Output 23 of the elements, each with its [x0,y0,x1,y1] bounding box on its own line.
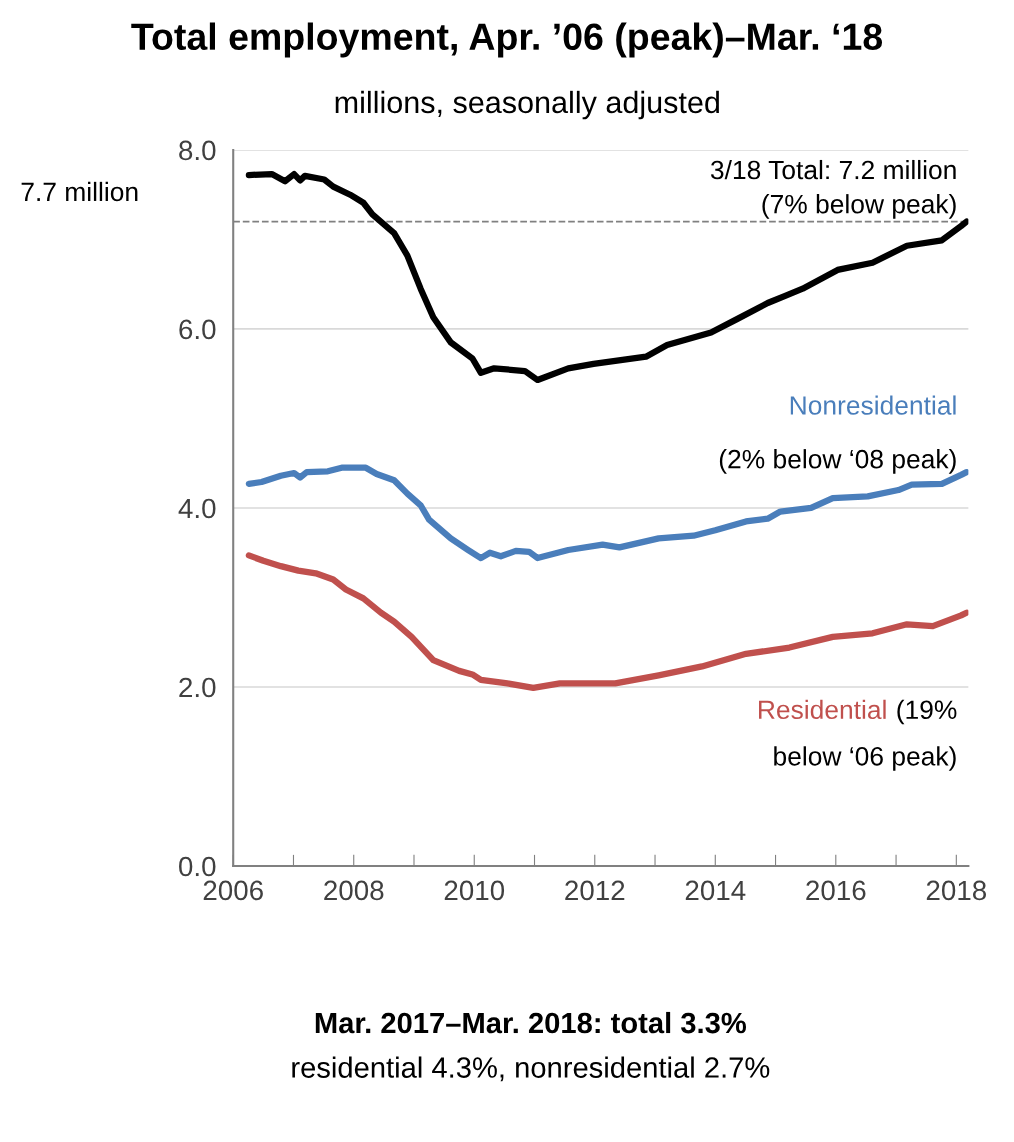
y-tick-label: 4.0 [178,498,216,519]
chart-subtitle: millions, seasonally adjusted [335,90,719,120]
x-tick-label: 2010 [444,880,505,901]
y-tick-label: 8.0 [179,140,216,161]
text: Mar. 2017–Mar. 2018: total 3.3% [315,1011,747,1034]
text: 7.7 million [21,181,138,202]
y-tick-label: 2.0 [179,677,216,698]
chart-title: Total employment, Apr. ’06 (peak)–Mar. ‘18 [131,22,883,58]
y-tick-label: 6.0 [179,319,216,340]
x-tick-label: 2016 [806,880,866,901]
annotation: (19% [897,699,957,725]
x-tick-label: 2018 [926,880,987,901]
annotation: (2% below ‘08 peak) [719,449,956,474]
x-tick-label: 2012 [565,880,625,901]
text: Nonresidential [790,395,956,415]
y-tick-label: 0.0 [179,856,216,877]
series-label: Residential [759,699,886,720]
annotation: 3/18 Total: 7.2 million (7% below peak) [710,159,956,219]
x-tick-label: 2014 [685,880,746,901]
text: residential 4.3%, nonresidential 2.7% [292,1056,770,1082]
annotation: below ‘06 peak) [774,746,956,771]
x-tick-label: 2006 [203,880,263,901]
x-tick-label: 2008 [324,880,384,901]
